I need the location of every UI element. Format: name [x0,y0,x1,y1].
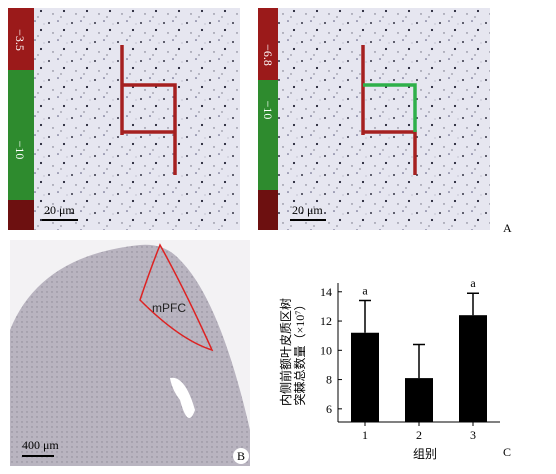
error-bar [359,299,371,333]
y-tick-label: 6 [326,402,332,416]
error-bar [413,343,425,379]
ventricle [170,377,195,418]
strip-green [8,70,34,200]
mpfc-outline [139,243,214,352]
label-badge [233,448,249,464]
marker: −10 [261,101,275,120]
marker: −6.8 [261,44,275,66]
strip-red [8,8,34,70]
y-axis-label: 突棘总数量（×10⁷） [292,299,307,406]
panel-label: A [503,221,512,235]
scale-label: 20 μm [292,203,323,217]
significance-label: a [362,284,368,298]
bar [405,378,433,422]
panel-label: B [237,449,245,463]
y-tick-label: 8 [326,373,332,387]
strip-green [258,80,278,190]
sampling-frame [120,45,177,175]
bar [351,332,379,422]
y-tick-label: 14 [320,285,332,299]
y-axis-label: 内侧前额叶皮质区树 [278,298,293,406]
bar [459,315,487,422]
panel-b: mPFC 400 μm B [10,240,250,466]
marker: −3.5 [13,29,27,51]
significance-label: a [470,276,476,290]
strip-red [258,190,278,230]
x-axis-label: 组别 [413,447,437,461]
scale-label: 400 μm [22,438,59,452]
panel-a: −3.5 −10 20 μm −6.8 −10 20 μm A [8,8,512,235]
error-bar [467,292,479,316]
y-tick-label: 10 [320,343,332,357]
strip-red [258,8,278,80]
panel-c: 内侧前额叶皮质区树 突棘总数量（×10⁷） 组别 C 6 8 10 12 14 1 a 2 3 a [278,276,511,461]
panel-label: C [503,445,511,459]
marker: −10 [13,141,27,160]
counting-frame [363,83,417,132]
cells [258,8,490,230]
scale-label: 20 μm [44,203,75,217]
x-tick-label: 2 [416,428,422,442]
y-tick-label: 12 [320,314,332,328]
cells [8,8,240,230]
strip-red [8,200,34,230]
region-label: mPFC [152,301,186,315]
x-tick-label: 1 [362,428,368,442]
x-tick-label: 3 [470,428,476,442]
